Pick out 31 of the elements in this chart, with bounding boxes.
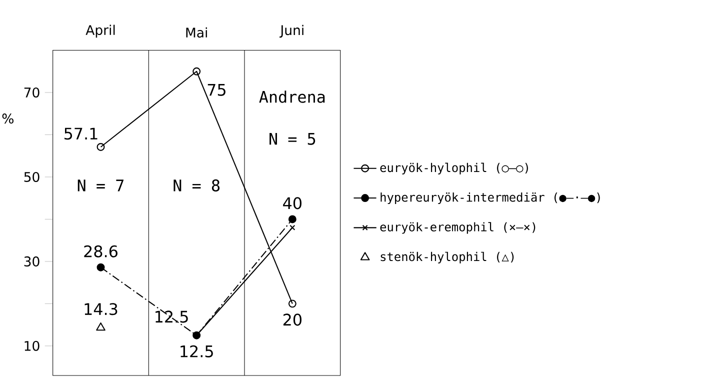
data-label: 14.3 — [84, 303, 118, 316]
data-label: 57.1 — [64, 128, 98, 140]
point — [288, 300, 296, 308]
point — [290, 224, 296, 230]
y-axis-title: % — [2, 114, 14, 124]
x-tick-label: April — [86, 24, 115, 38]
annotation: N = 7 — [78, 180, 124, 192]
annotation: N = 5 — [270, 133, 316, 145]
point — [96, 263, 105, 272]
annotation: N = 8 — [174, 179, 220, 192]
data-label: 12.5 — [156, 310, 188, 323]
point — [192, 67, 201, 76]
y-tick-label: 70 — [24, 87, 40, 98]
data-label: 28.6 — [84, 245, 118, 258]
x-tick-label: Mai — [186, 27, 207, 38]
point — [288, 215, 296, 224]
legend-label: euryök-hylophil (○—○) — [380, 162, 528, 174]
point — [96, 142, 105, 151]
data-label: 12.5 — [180, 345, 213, 358]
y-tick-label: 10 — [24, 340, 40, 351]
point — [96, 322, 106, 331]
x-tick-label: Juni — [280, 24, 304, 38]
data-label: 20 — [283, 314, 302, 326]
data-label: 40 — [283, 197, 302, 210]
data-label: 75 — [208, 84, 226, 96]
legend-label: hypereuryök-intermediär (●–·–●) — [380, 192, 600, 204]
legend-label: euryök-eremophil (×—×) — [380, 222, 536, 234]
y-tick-label: 30 — [24, 256, 40, 266]
y-tick-label: 50 — [24, 172, 40, 182]
annotation: Andrena — [259, 90, 325, 103]
legend-label: stenök-hylophil (△) — [380, 252, 514, 264]
